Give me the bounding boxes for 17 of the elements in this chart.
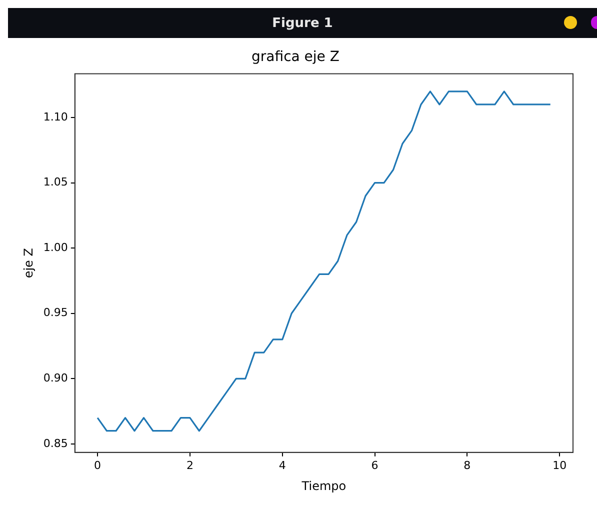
x-tick-label: 8 xyxy=(464,458,471,472)
caption: Figure 1 xyxy=(272,16,333,30)
y-tick-label: 1.00 xyxy=(43,240,68,254)
y-tick-label: 0.95 xyxy=(43,306,68,320)
chart-title: grafica eje Z xyxy=(252,49,340,66)
x-tick-label: 2 xyxy=(186,458,194,472)
y-tick-label: 0.90 xyxy=(43,372,68,384)
y-tick-label: 0.85 xyxy=(43,436,68,450)
x-tick-label: 10 xyxy=(552,458,567,472)
y-tick-label: 1.10 xyxy=(43,110,68,124)
x-tick-label: 4 xyxy=(278,458,286,472)
x-tick-label: 0 xyxy=(94,458,102,472)
y-tick-label: 1.05 xyxy=(43,176,68,189)
x-tick-label: 6 xyxy=(371,458,378,472)
x-axis-title: Tiempo xyxy=(300,478,346,493)
window-title-bar: Figure 1 xyxy=(8,8,597,38)
y-axis-title: eje Z xyxy=(21,248,36,278)
